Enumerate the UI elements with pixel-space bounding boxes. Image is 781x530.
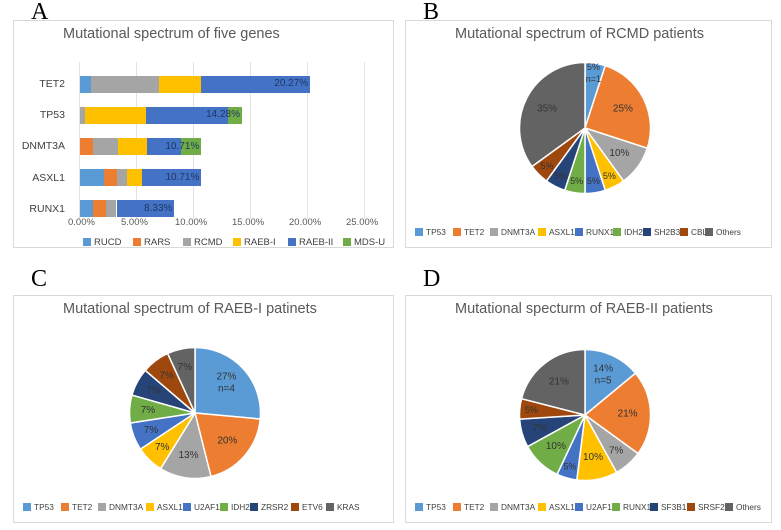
svg-text:n=4: n=4 — [218, 383, 235, 394]
svg-text:7%: 7% — [159, 370, 174, 381]
svg-text:10%: 10% — [546, 441, 566, 452]
svg-text:21%: 21% — [618, 409, 638, 420]
svg-text:7%: 7% — [609, 445, 624, 456]
svg-text:7%: 7% — [155, 442, 170, 453]
svg-text:5%: 5% — [564, 462, 577, 472]
svg-text:27%: 27% — [216, 371, 236, 382]
svg-text:n=1: n=1 — [586, 74, 601, 84]
svg-text:5%: 5% — [587, 176, 600, 186]
svg-text:14%: 14% — [593, 363, 613, 374]
svg-text:5%: 5% — [570, 176, 583, 186]
svg-text:13%: 13% — [178, 450, 198, 461]
svg-text:21%: 21% — [549, 376, 569, 387]
svg-text:35%: 35% — [537, 104, 557, 115]
svg-text:7%: 7% — [141, 405, 156, 416]
svg-text:20%: 20% — [217, 436, 237, 447]
svg-text:7%: 7% — [144, 425, 159, 436]
svg-text:5%: 5% — [541, 161, 554, 171]
svg-text:5%: 5% — [554, 171, 567, 181]
svg-text:7%: 7% — [146, 386, 161, 397]
svg-text:10%: 10% — [583, 452, 603, 463]
svg-text:25%: 25% — [613, 104, 633, 115]
svg-text:n=5: n=5 — [595, 375, 612, 386]
svg-text:7%: 7% — [178, 362, 193, 373]
svg-text:5%: 5% — [603, 171, 616, 181]
svg-text:5%: 5% — [587, 62, 600, 72]
svg-text:5%: 5% — [525, 405, 538, 415]
svg-text:7%: 7% — [532, 423, 547, 434]
svg-text:10%: 10% — [609, 148, 629, 159]
